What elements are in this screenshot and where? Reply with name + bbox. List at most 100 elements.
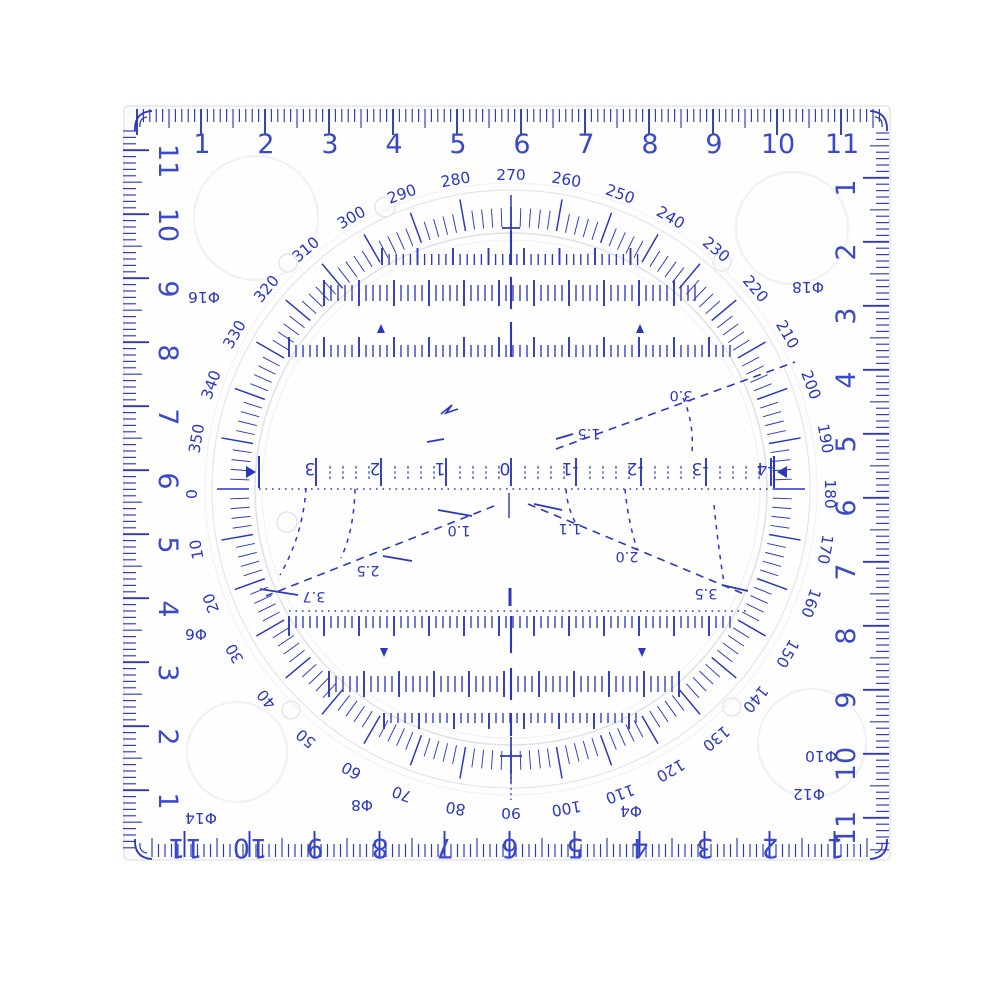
degree-label: 260 — [550, 168, 582, 191]
degree-label: 170 — [814, 533, 837, 565]
phi-label: Φ4 — [620, 802, 642, 820]
end-arrow — [246, 466, 256, 478]
edge-number: 1 — [831, 179, 862, 196]
edge-number: 2 — [257, 129, 274, 160]
degree-label: 80 — [444, 798, 467, 819]
index-triangle — [380, 648, 388, 657]
index-triangle — [377, 324, 385, 333]
center-ruler-number: -2 — [627, 458, 644, 478]
edge-number: 7 — [577, 129, 594, 160]
edge-number: 4 — [831, 371, 862, 388]
edge-number: 9 — [831, 691, 862, 708]
phi-label: Φ18 — [792, 278, 824, 296]
edge-number: 8 — [152, 344, 183, 361]
degree-label: 280 — [439, 168, 471, 191]
edge-number: 11 — [831, 811, 862, 845]
edge-number: 3 — [321, 129, 338, 160]
degree-label: 100 — [550, 797, 582, 820]
phi-label: Φ16 — [188, 288, 220, 306]
curve-value-label: 1.5 — [577, 425, 600, 441]
end-arrow — [777, 466, 787, 478]
degree-label: 0 — [183, 489, 201, 499]
edge-number: 11 — [825, 129, 859, 160]
edge-ruler-top: 1 2 3 4 5 6 7 8 9 10 11 — [136, 109, 880, 160]
edge-number: 7 — [152, 408, 183, 425]
degree-label: 10 — [186, 538, 207, 561]
center-ruler-number: -3 — [692, 458, 709, 478]
edge-number: 2 — [152, 728, 183, 745]
degree-label: 270 — [496, 166, 526, 184]
edge-number: 11 — [152, 144, 183, 178]
edge-number: 5 — [152, 536, 183, 553]
edge-ruler-right: 1 2 3 4 5 6 7 8 9 10 11 — [831, 132, 889, 851]
edge-number: 1 — [826, 832, 843, 863]
edge-number: 11 — [168, 832, 202, 863]
phi-label: Φ10 — [805, 747, 837, 765]
degree-label: 70 — [390, 782, 415, 806]
degree-label: 180 — [821, 479, 839, 509]
edge-number: 3 — [152, 664, 183, 681]
edge-number: 10 — [152, 208, 183, 242]
center-ruler-number: 0 — [500, 458, 511, 478]
index-triangle — [636, 324, 644, 333]
corner-marks — [134, 110, 888, 860]
curve-value-label: 1.1 — [558, 520, 581, 536]
edge-number: 7 — [436, 832, 453, 863]
edge-number: 9 — [705, 129, 722, 160]
curve-value-label: 2.0 — [615, 548, 638, 564]
edge-number: 7 — [831, 563, 862, 580]
edge-number: 6 — [513, 129, 530, 160]
degree-label: 350 — [185, 422, 208, 454]
edge-number: 8 — [831, 627, 862, 644]
center-ruler-number: 3 — [305, 458, 316, 478]
edge-number: 4 — [152, 600, 183, 617]
disc-scales — [288, 231, 731, 736]
edge-number: 2 — [761, 832, 778, 863]
curve-value-label: 3.5 — [694, 585, 717, 601]
index-triangle — [638, 648, 646, 657]
center-ruler-number: 2 — [370, 458, 381, 478]
edge-number: 8 — [641, 129, 658, 160]
degree-label: 90 — [501, 804, 521, 822]
edge-number: 6 — [501, 832, 518, 863]
edge-number: 5 — [566, 832, 583, 863]
edge-number: 1 — [152, 792, 183, 809]
phi-label: Φ14 — [185, 809, 217, 827]
edge-number: 4 — [385, 129, 402, 160]
curve-value-label: 1.0 — [447, 522, 470, 538]
edge-number: 9 — [306, 832, 323, 863]
curve-value-label: 3.7 — [302, 588, 325, 604]
edge-number: 6 — [831, 499, 862, 516]
degree-label: 20 — [199, 591, 223, 616]
plate — [123, 105, 891, 861]
edge-number: 3 — [831, 307, 862, 324]
edge-number: 10 — [761, 129, 795, 160]
phi-label: Φ8 — [351, 796, 373, 814]
edge-number: 5 — [831, 435, 862, 452]
degree-label: 190 — [814, 422, 837, 454]
edge-number: 1 — [193, 129, 210, 160]
center-ruler: 3 2 1 0 -1 -2 -3 -4 — [246, 456, 787, 612]
curve-value-label: 3.0 — [669, 387, 692, 403]
edge-number: 9 — [152, 280, 183, 297]
radius-curves: 1.5 3.0 1.0 2.5 3.7 1.1 2.0 3.5 — [259, 361, 796, 604]
edge-number: 4 — [631, 832, 648, 863]
edge-number: 2 — [831, 243, 862, 260]
edge-ruler-bottom: 1 2 3 4 5 6 7 8 9 10 11 — [151, 831, 868, 863]
curve-value-label: 2.5 — [356, 562, 379, 578]
edge-ruler-left: 1 2 3 4 5 6 7 8 9 10 11 — [123, 130, 183, 849]
phi-label: Φ6 — [185, 625, 207, 643]
center-ruler-number: -1 — [562, 458, 579, 478]
crosshairs — [500, 207, 522, 800]
edge-number: 10 — [831, 747, 862, 781]
edge-number: 3 — [696, 832, 713, 863]
center-ruler-number: 1 — [435, 458, 446, 478]
edge-number: 6 — [152, 472, 183, 489]
edge-number: 5 — [449, 129, 466, 160]
edge-number: 10 — [233, 832, 267, 863]
phi-labels: Φ16 Φ18 Φ6 Φ10 Φ12 Φ14 Φ8 Φ4 — [185, 278, 837, 827]
center-ruler-number: -4 — [757, 458, 774, 478]
edge-number: 8 — [371, 832, 388, 863]
